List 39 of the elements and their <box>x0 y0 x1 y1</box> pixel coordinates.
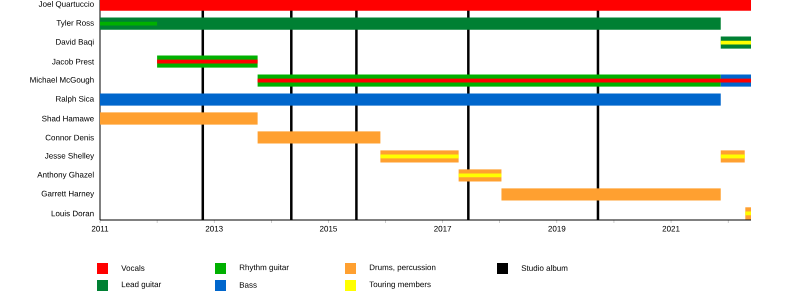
bar <box>380 154 459 158</box>
legend-label: Bass <box>240 282 257 288</box>
bar <box>258 131 380 144</box>
x-tick-label: 2011 <box>92 226 108 232</box>
legend-label: Vocals <box>121 265 144 271</box>
bar <box>100 18 721 30</box>
y-tick-label: Shad Hamawe <box>42 116 94 122</box>
y-tick-label: Jacob Prest <box>52 58 94 65</box>
legend-label: Lead guitar <box>122 281 162 289</box>
x-tick-label: 2017 <box>434 226 452 232</box>
y-tick-label: Connor Denis <box>46 134 94 140</box>
legend-label: Drums, percussion <box>370 264 436 272</box>
y-tick-label: Garrett Harney <box>42 190 94 198</box>
bar <box>501 188 721 200</box>
bar <box>100 112 258 125</box>
bar <box>157 60 258 64</box>
x-tick-label: 2021 <box>662 226 680 232</box>
bar <box>100 93 721 106</box>
y-tick-label: Tyler Ross <box>56 20 94 28</box>
bar <box>258 78 752 82</box>
y-tick-label: David Baqi <box>56 38 94 46</box>
bar <box>100 22 158 26</box>
x-tick-label: 2019 <box>548 226 566 232</box>
y-tick-label: Anthony Ghazel <box>37 172 94 180</box>
x-tick-label: 2015 <box>320 226 337 232</box>
bar <box>720 154 745 158</box>
bar <box>745 211 752 216</box>
y-tick-label: Michael McGough <box>30 76 94 84</box>
x-tick-label: 2013 <box>206 226 223 232</box>
legend-label: Touring members <box>369 281 431 289</box>
y-tick-label: Louis Doran <box>52 210 94 216</box>
bar <box>458 174 502 178</box>
y-tick-label: Jesse Shelley <box>44 152 94 160</box>
legend-label: Rhythm guitar <box>240 264 289 272</box>
y-tick-label: Ralph Sica <box>56 96 94 104</box>
bar <box>720 40 752 44</box>
legend-label: Studio album <box>522 265 568 271</box>
y-tick-label: Joel Quartuccio <box>38 0 94 8</box>
bar <box>100 0 752 11</box>
